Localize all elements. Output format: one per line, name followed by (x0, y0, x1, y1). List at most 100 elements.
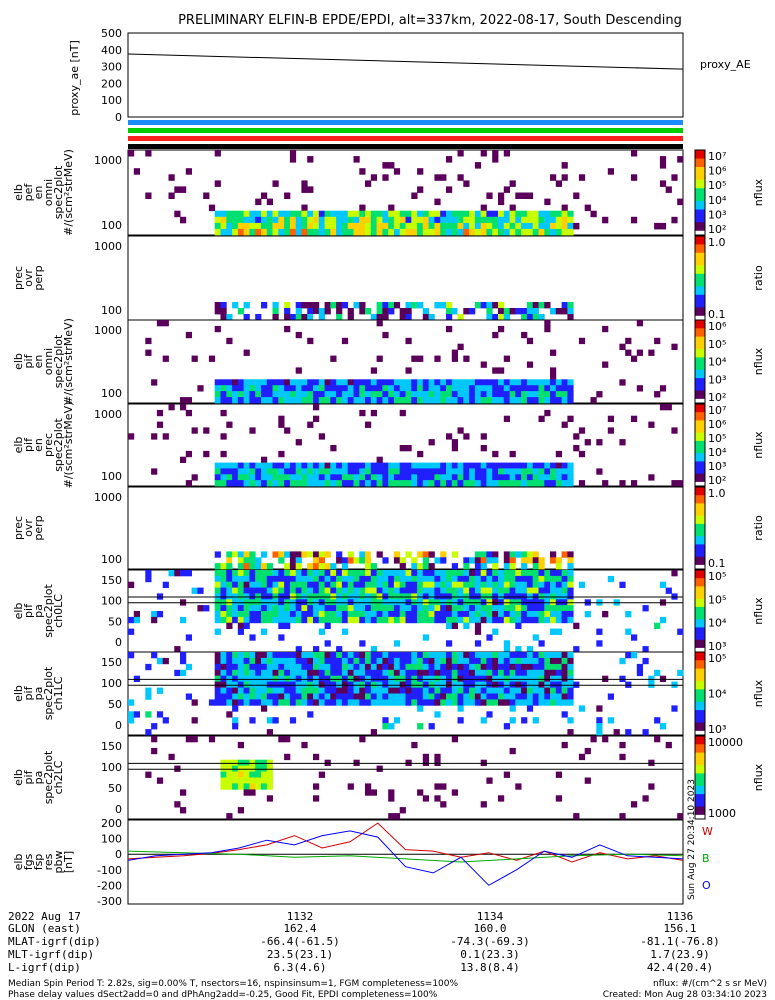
heatmap-cell (544, 320, 551, 327)
heatmap-cell (399, 699, 406, 706)
heatmap-cell (399, 445, 406, 452)
heatmap-cell (324, 663, 331, 671)
heatmap-cell (405, 657, 412, 665)
heatmap-cell (324, 570, 331, 577)
heatmap-cell (486, 699, 493, 706)
heatmap-cell (486, 216, 493, 224)
heatmap-cell (214, 652, 221, 659)
heatmap-cell (289, 397, 297, 404)
heatmap-cell (521, 675, 528, 682)
heatmap-cell (249, 581, 256, 588)
heatmap-cell (469, 657, 476, 665)
heatmap-cell (411, 616, 418, 624)
heatmap-cell (498, 468, 505, 475)
heatmap-cell (498, 367, 505, 374)
heatmap-cell (359, 391, 366, 398)
heatmap-cell (370, 581, 377, 588)
colorbar-step (695, 420, 705, 425)
heatmap-cell (526, 391, 534, 398)
heatmap-cell (405, 570, 412, 577)
heatmap-cell (411, 397, 418, 404)
heatmap-cell (480, 581, 487, 588)
heatmap-cell (567, 729, 574, 736)
heatmap-cell (532, 474, 539, 481)
heatmap-cell (220, 385, 227, 392)
heatmap-cell (451, 693, 458, 700)
heatmap-cell (174, 646, 181, 653)
proxy-ae-tick-label: 200 (101, 77, 122, 90)
heatmap-cell (544, 409, 551, 417)
heatmap-cell (318, 216, 325, 224)
heatmap-cell (503, 551, 510, 558)
heatmap-cell (365, 581, 372, 588)
colorbar-step (695, 349, 705, 354)
heatmap-cell (411, 480, 418, 487)
heatmap-cell (671, 705, 678, 712)
heatmap-cell (232, 663, 239, 671)
heatmap-cell (509, 663, 516, 671)
heatmap-cell (417, 657, 424, 665)
heatmap-cell (538, 563, 545, 570)
heatmap-cell (526, 675, 534, 682)
heatmap-cell (313, 699, 320, 706)
heatmap-cell (567, 302, 574, 309)
heatmap-cell (365, 421, 372, 428)
heatmap-cell (538, 652, 545, 659)
heatmap-cell (544, 222, 551, 230)
heatmap-cell (255, 462, 262, 469)
heatmap-cell (249, 663, 256, 671)
heatmap-cell (417, 397, 424, 404)
colorbar-step (695, 445, 705, 450)
heatmap-cell (318, 687, 325, 694)
heatmap-cell (567, 587, 574, 594)
colorbar-step (695, 736, 705, 741)
heatmap-cell (272, 652, 279, 659)
heatmap-cell (480, 361, 487, 368)
heatmap-cell (330, 593, 337, 600)
heatmap-cell (399, 593, 406, 600)
heatmap-cell (278, 652, 285, 659)
heatmap-cell (272, 717, 279, 724)
heatmap-cell (353, 575, 360, 583)
heatmap-cell (370, 480, 377, 487)
heatmap-cell (521, 557, 528, 564)
heatmap-cell (457, 150, 464, 157)
heatmap-cell (313, 675, 320, 682)
heatmap-cell (365, 308, 372, 315)
heatmap-cell (307, 480, 314, 487)
heatmap-cell (382, 308, 389, 315)
heatmap-cell (480, 652, 487, 659)
heatmap-cell (261, 705, 268, 712)
heatmap-cell (237, 308, 244, 315)
heatmap-cell (480, 228, 487, 236)
heatmap-cell (411, 468, 418, 475)
figure-title: PRELIMINARY ELFIN-B EPDE/EPDI, alt=337km… (178, 13, 682, 28)
fgs-ylabel-line: elb (12, 854, 25, 871)
heatmap-cell (561, 421, 568, 428)
colorbar-step (695, 453, 705, 458)
heatmap-cell (388, 570, 395, 577)
heatmap-cell (550, 174, 557, 181)
heatmap-cell (486, 474, 493, 481)
heatmap-cell (532, 551, 539, 558)
heatmap-cell (197, 385, 204, 392)
heatmap-cell (133, 616, 140, 624)
heatmap-cell (301, 652, 308, 659)
heatmap-cell (226, 385, 233, 392)
heatmap-cell (313, 657, 320, 665)
heatmap-cell (474, 593, 482, 600)
heatmap-cell (521, 379, 528, 386)
heatmap-cell (492, 575, 499, 583)
heatmap-cell (226, 777, 233, 784)
heatmap-cell (677, 156, 684, 163)
heatmap-cell (440, 687, 447, 694)
heatmap-cell (284, 687, 291, 694)
heatmap-cell (266, 379, 273, 386)
heatmap-cell (278, 462, 285, 469)
heatmap-cell (440, 174, 447, 181)
heatmap-cell (289, 379, 297, 386)
heatmap-cell (665, 587, 672, 594)
heatmap-cell (295, 693, 302, 700)
heatmap-cell (469, 216, 476, 224)
heatmap-cell (457, 669, 464, 677)
